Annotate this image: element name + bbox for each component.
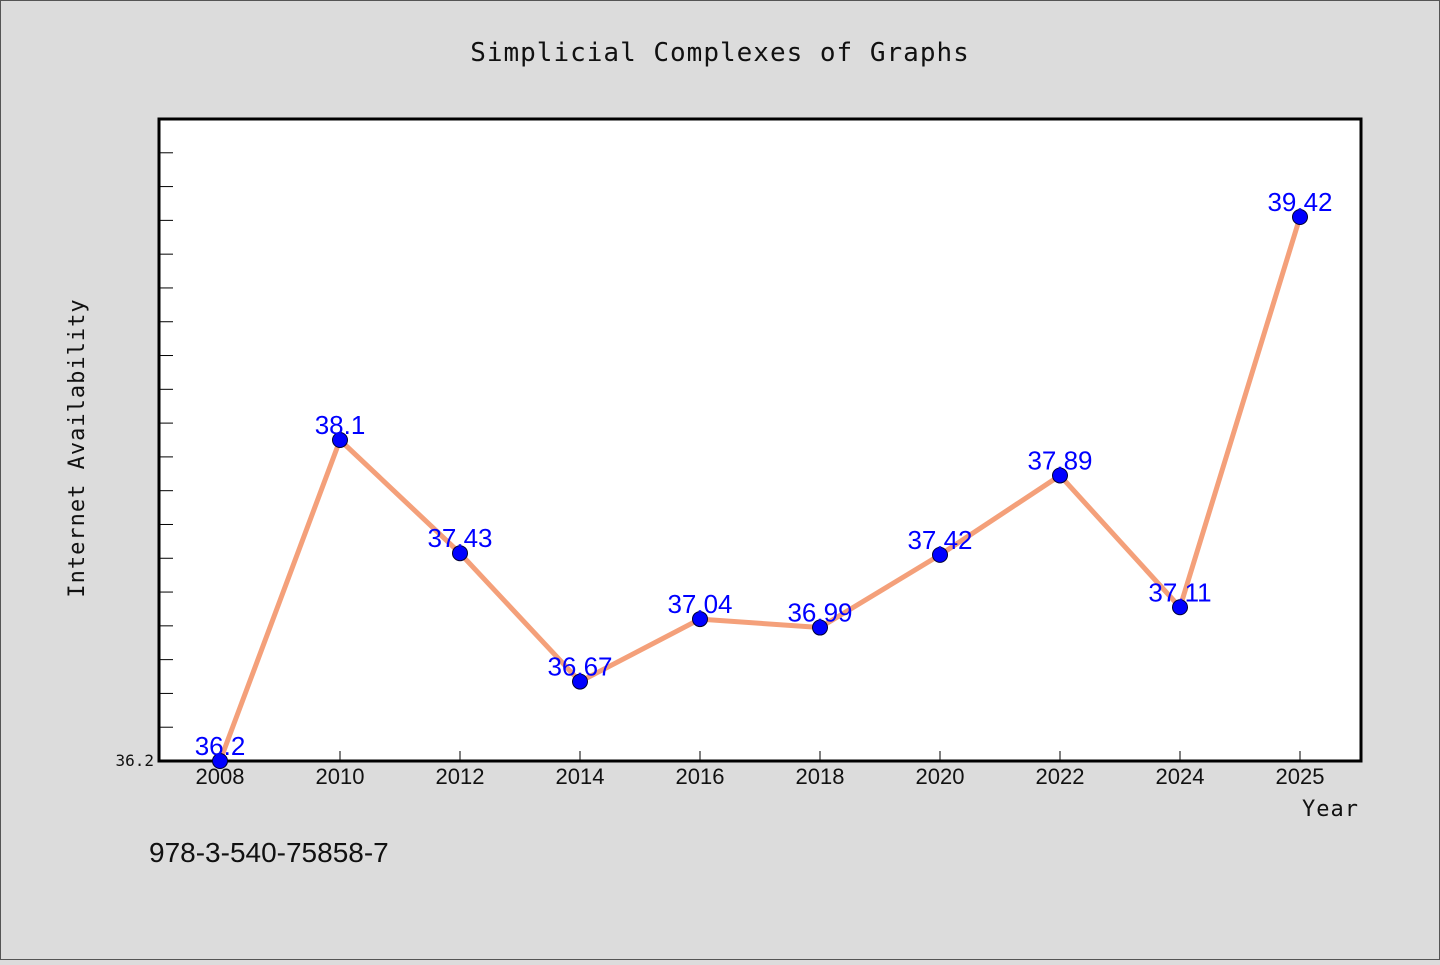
x-tick-label: 2010 bbox=[316, 764, 365, 789]
x-axis-title: Year bbox=[1302, 797, 1359, 822]
x-tick-label: 2020 bbox=[916, 764, 965, 789]
data-label: 36.99 bbox=[787, 598, 852, 628]
plot-area bbox=[157, 117, 1363, 763]
data-point bbox=[212, 753, 228, 769]
x-axis-ticks: 2008 2010 2012 2014 2016 2018 2020 2022 2024 2025 bbox=[196, 751, 1325, 789]
chart-title: Simplicial Complexes of Graphs bbox=[470, 38, 970, 68]
x-tick-label: 2014 bbox=[556, 764, 605, 789]
data-label: 38.1 bbox=[315, 410, 366, 440]
data-point bbox=[692, 611, 708, 628]
data-label: 37.11 bbox=[1148, 577, 1211, 607]
x-tick-label: 2022 bbox=[1036, 764, 1085, 789]
y-axis-title: Internet Availability bbox=[65, 298, 90, 597]
x-tick-label: 2024 bbox=[1156, 764, 1205, 789]
data-label: 37.89 bbox=[1027, 445, 1092, 475]
y-axis-ticks: 36.2 bbox=[115, 118, 173, 770]
data-point bbox=[332, 432, 348, 448]
x-tick-label: 2018 bbox=[796, 764, 845, 789]
series-group bbox=[212, 208, 1308, 769]
data-point bbox=[812, 619, 828, 636]
data-point bbox=[452, 545, 468, 562]
series-line bbox=[217, 214, 1303, 764]
y-tick-label: 36.2 bbox=[115, 751, 154, 770]
footer-isbn: 978-3-540-75858-7 bbox=[149, 837, 389, 868]
x-tick-label: 2016 bbox=[676, 764, 725, 789]
data-label: 37.43 bbox=[427, 523, 492, 553]
x-tick-label: 2025 bbox=[1276, 764, 1325, 789]
data-point bbox=[1172, 599, 1188, 616]
data-label: 36.2 bbox=[195, 731, 246, 761]
data-label: 37.04 bbox=[667, 589, 732, 619]
data-label: 39.42 bbox=[1267, 187, 1332, 217]
data-point bbox=[932, 546, 948, 563]
x-tick-label: 2012 bbox=[436, 764, 485, 789]
data-label: 36.67 bbox=[547, 652, 612, 682]
data-point bbox=[1052, 467, 1068, 484]
data-labels: 36.2 38.1 37.43 36.67 37.04 36.99 37.42 37.89 37… bbox=[195, 187, 1333, 761]
data-point bbox=[1292, 208, 1308, 225]
data-label: 37.42 bbox=[907, 525, 972, 555]
data-point bbox=[572, 673, 588, 690]
